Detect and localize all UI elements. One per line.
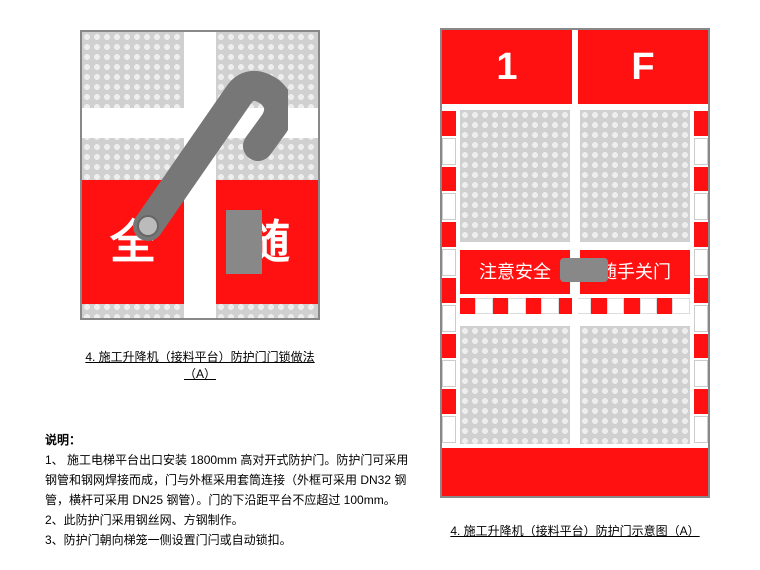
- gate-center: 注意安全 随手关门: [460, 110, 690, 444]
- lock-hook-icon: [128, 66, 288, 266]
- header-left-label: 1: [442, 30, 572, 104]
- mesh-top-left: [460, 110, 570, 242]
- mesh-bottom-right: [580, 326, 690, 444]
- desc-line-2: 2、此防护门采用钢丝网、方钢制作。: [45, 510, 415, 530]
- mesh-bottom-left: [460, 326, 570, 444]
- desc-title: 说明：: [45, 430, 415, 450]
- desc-line-3: 3、防护门朝向梯笼一侧设置门闩或自动锁扣。: [45, 530, 415, 550]
- gate-handle-icon: [560, 258, 608, 282]
- header-right-label: F: [578, 30, 708, 104]
- left-stripe-column: [442, 110, 456, 444]
- gate-header: 1 F: [442, 30, 708, 104]
- desc-line-1: 1、 施工电梯平台出口安装 1800mm 高对开式防护门。防护门可采用钢管和钢网…: [45, 450, 415, 510]
- right-caption: 4. 施工升降机（接料平台）防护门示意图（A）: [440, 522, 710, 539]
- gate-diagram: 1 F 注意安全 随手关门: [440, 28, 710, 498]
- band-text-left: 注意安全: [460, 250, 570, 294]
- description-block: 说明： 1、 施工电梯平台出口安装 1800mm 高对开式防护门。防护门可采用钢…: [45, 430, 415, 550]
- right-stripe-column: [694, 110, 708, 444]
- left-caption: 4. 施工升降机（接料平台）防护门门锁做法（A）: [80, 348, 320, 382]
- mesh-top-right: [580, 110, 690, 242]
- lock-detail-diagram: 全 随: [80, 30, 320, 320]
- gate-footer: [442, 448, 708, 496]
